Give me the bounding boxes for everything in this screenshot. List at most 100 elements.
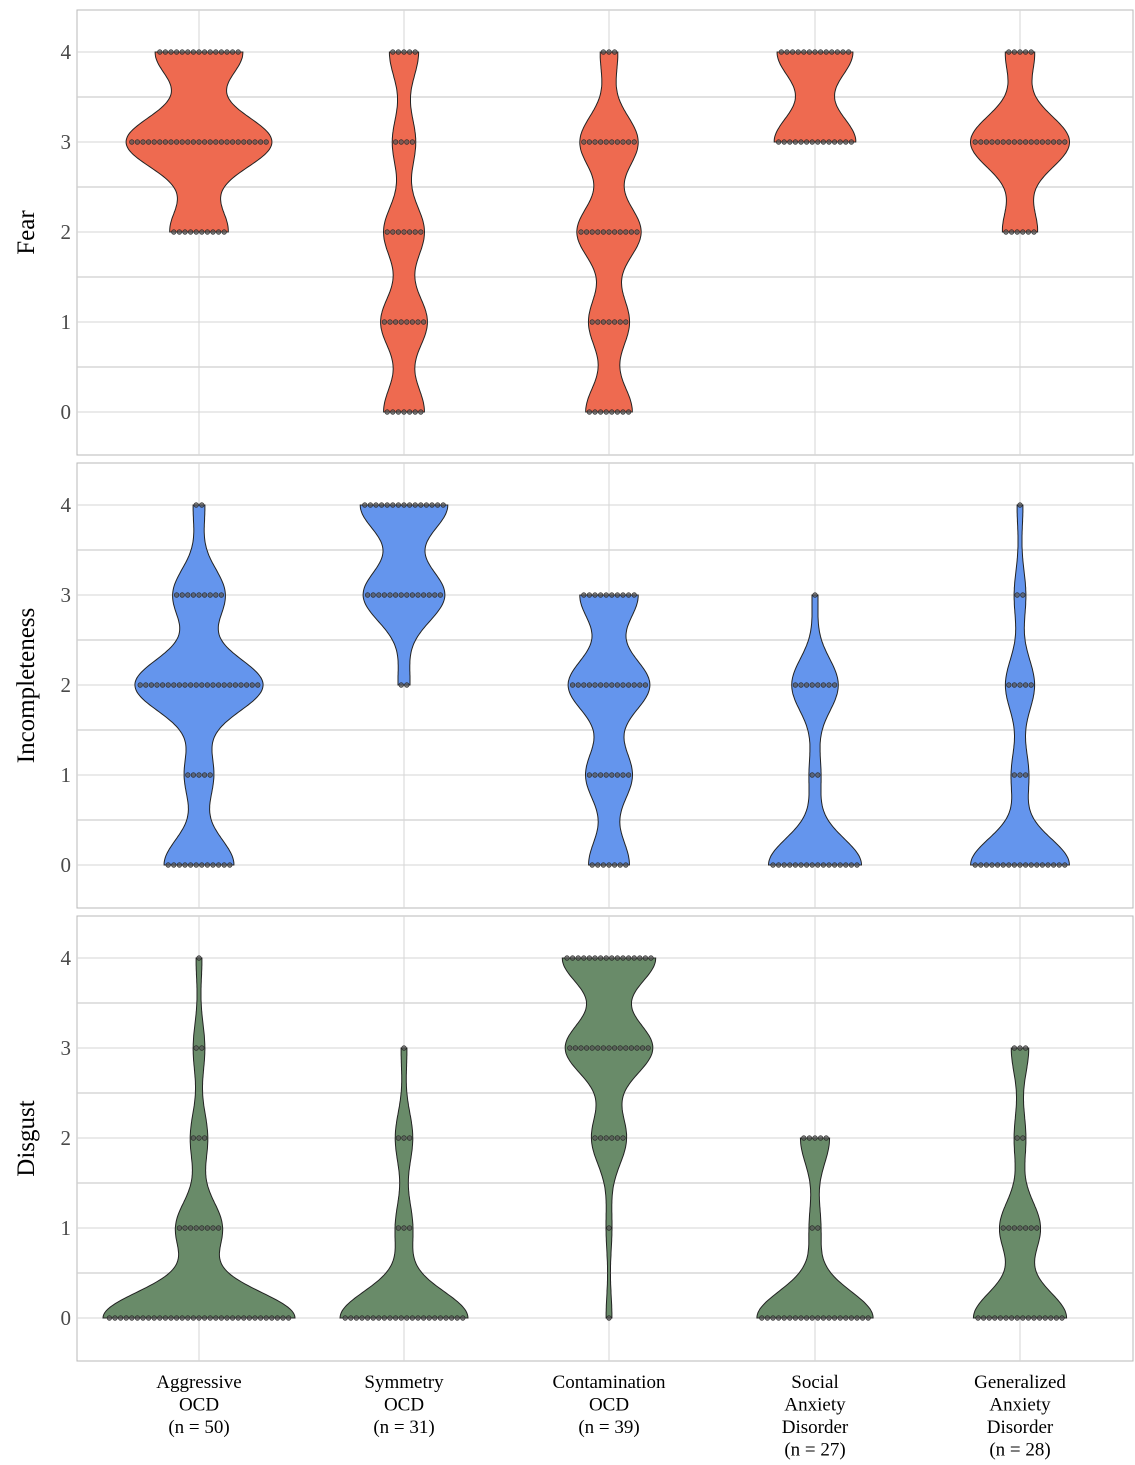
data-dot <box>437 1315 444 1321</box>
y-tick-label: 3 <box>61 130 72 154</box>
data-dot <box>1011 772 1018 778</box>
data-dot <box>606 229 612 235</box>
data-dot <box>569 955 576 961</box>
data-dot <box>1014 1315 1020 1321</box>
data-dot <box>789 49 796 55</box>
data-dot <box>620 772 626 778</box>
data-dot <box>997 1315 1004 1321</box>
data-dot <box>620 1135 626 1141</box>
data-dot <box>235 1315 241 1321</box>
data-dot <box>826 682 832 688</box>
data-dot <box>809 1315 815 1321</box>
data-dot <box>415 1315 421 1321</box>
violin-3 <box>773 51 857 143</box>
data-dot <box>837 1315 843 1321</box>
data-dot <box>421 592 427 598</box>
data-dot <box>207 592 213 598</box>
data-dot <box>179 139 185 145</box>
data-dot <box>1028 862 1034 868</box>
data-dot <box>210 1225 216 1231</box>
panel-disgust: 0 1 2 3 4 Disgust <box>13 915 1134 1362</box>
data-dot <box>980 1315 987 1321</box>
data-dot <box>199 1045 205 1051</box>
data-dot <box>611 49 618 55</box>
data-dot <box>398 682 404 688</box>
data-dot <box>252 1315 258 1321</box>
data-dot <box>379 502 385 508</box>
data-dot <box>1028 49 1034 55</box>
data-dot <box>395 1225 402 1231</box>
data-dot <box>258 139 264 145</box>
data-dot <box>370 1315 376 1321</box>
data-dot <box>401 409 407 415</box>
data-dot <box>199 1225 205 1231</box>
data-dot <box>623 1045 629 1051</box>
data-dot <box>1020 229 1026 235</box>
data-dot <box>196 955 202 961</box>
data-dot <box>597 409 604 415</box>
data-dot <box>792 1315 799 1321</box>
data-dot <box>393 1315 399 1321</box>
data-dot <box>202 139 208 145</box>
data-dot <box>642 682 649 688</box>
data-dot <box>171 229 177 235</box>
data-dot <box>395 1135 402 1141</box>
data-dot <box>216 862 222 868</box>
data-dot <box>185 1315 191 1321</box>
data-dot <box>781 139 787 145</box>
data-dot <box>151 1315 157 1321</box>
data-dot <box>581 682 587 688</box>
data-dot <box>1017 139 1023 145</box>
data-dot <box>221 682 227 688</box>
data-dot <box>370 592 376 598</box>
y-tick-label: 4 <box>61 40 72 64</box>
data-dot <box>162 49 168 55</box>
data-dot <box>595 229 601 235</box>
data-dot <box>384 409 390 415</box>
data-dot <box>1017 682 1023 688</box>
data-dot <box>182 862 188 868</box>
y-tick-label: 0 <box>61 853 72 877</box>
data-dot <box>421 319 427 325</box>
data-dot <box>381 592 388 598</box>
data-dot <box>609 139 615 145</box>
data-dot <box>848 862 855 868</box>
data-dot <box>994 862 1001 868</box>
data-dot <box>404 682 410 688</box>
data-dot <box>176 682 182 688</box>
data-dot <box>196 1315 202 1321</box>
data-dot <box>1000 139 1006 145</box>
data-dot <box>798 682 804 688</box>
data-dot <box>218 49 224 55</box>
data-dot <box>1017 49 1023 55</box>
data-dot <box>597 682 604 688</box>
data-dot <box>232 682 238 688</box>
data-dot <box>134 1315 140 1321</box>
data-dot <box>586 682 593 688</box>
data-dot <box>221 862 227 868</box>
data-dot <box>367 502 374 508</box>
data-dot <box>787 1315 793 1321</box>
data-dot <box>843 1315 849 1321</box>
data-dot <box>412 409 418 415</box>
data-dot <box>609 682 615 688</box>
data-dot <box>395 409 402 415</box>
data-dot <box>1028 139 1034 145</box>
data-dot <box>978 139 984 145</box>
data-dot <box>603 772 609 778</box>
data-dot <box>775 1315 782 1321</box>
data-dot <box>390 409 396 415</box>
data-dot <box>809 1225 815 1231</box>
x-category-label: Social Anxiety Disorder (n = 27) <box>782 1372 849 1461</box>
data-dot <box>106 1315 112 1321</box>
data-dot <box>972 139 978 145</box>
data-dot <box>202 1315 208 1321</box>
data-dot <box>207 772 213 778</box>
data-dot <box>1017 1045 1023 1051</box>
data-dot <box>202 49 208 55</box>
data-dot <box>407 229 413 235</box>
data-dot <box>154 682 160 688</box>
data-dot <box>572 1045 579 1051</box>
data-dot <box>174 1315 180 1321</box>
data-dot <box>185 592 191 598</box>
